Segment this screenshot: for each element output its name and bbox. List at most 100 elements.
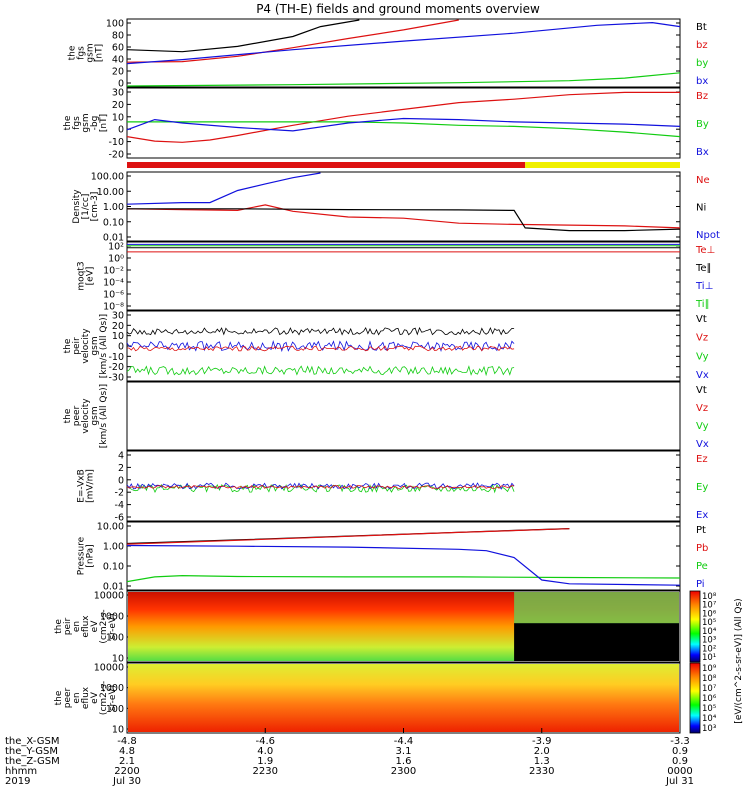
y-tick-label: 60 (112, 43, 124, 54)
y-axis-label: the peir velocity gsm [km/s (All Qs)] (63, 314, 109, 378)
series-Pb (126, 528, 570, 545)
y-label-line: E=-VxB (77, 469, 87, 503)
status-bar-red (127, 162, 526, 168)
y-label-line: sr-eV) (108, 685, 118, 711)
y-label-line: [nT] (99, 114, 109, 132)
y-tick-label: 10 (112, 725, 124, 736)
y-label-line: Density (72, 189, 82, 224)
y-tick-label: 10² (108, 242, 124, 253)
y-label-line: [km/s (All Qs)] (99, 384, 109, 448)
y-tick-label: 100 (106, 19, 124, 30)
y-tick-label: 100.00 (91, 172, 124, 183)
panel-frame (126, 241, 681, 311)
legend-Ez: Ez (696, 454, 708, 465)
y-label-line: [nT] (95, 44, 105, 62)
series-Pi (126, 544, 681, 586)
y-tick-label: 10 (112, 112, 124, 123)
y-tick-label: 0.01 (103, 233, 124, 244)
x-tick-label: 2.0 (534, 746, 550, 757)
y-label-line: (cm2-s- (99, 609, 109, 643)
y-label-line: [nPa] (86, 544, 96, 567)
y-tick-label: 4 (118, 451, 124, 462)
panel-peir_eflux: the peir en eflux eV (cm2-s-sr-eV)10000100010… (54, 590, 744, 724)
legend-Vt: Vt (696, 314, 707, 325)
legend-by: by (696, 58, 708, 69)
series-Bx (126, 117, 681, 132)
trace-red (126, 485, 515, 489)
legend-Vy: Vy (696, 421, 709, 432)
panel-frame (126, 590, 681, 663)
y-label-line: the (54, 690, 64, 705)
y-label-line: peir (72, 337, 82, 355)
y-axis-label: the peer velocity gsm [km/s (All Qs)] (63, 384, 109, 448)
plot-title: P4 (TH-E) fields and ground moments over… (256, 2, 540, 16)
y-tick-label: 1.00 (103, 542, 124, 553)
legend-By: By (696, 119, 709, 130)
panel-peer_velocity: the peer velocity gsm [km/s (All Qs)] Vt Vz Vy V… (63, 381, 709, 451)
y-tick-label: -30 (108, 373, 124, 384)
legend-Vz: Vz (696, 403, 708, 414)
panel-frame (126, 18, 681, 88)
colorbar-label-group: [eV/(cm^2-s-sr-eV)] (All Qs) (734, 598, 744, 723)
y-label-line: eflux (81, 686, 91, 709)
y-tick-label: 10000 (94, 591, 124, 602)
legend-Npot: Npot (696, 230, 720, 241)
y-label-line: the (63, 338, 73, 353)
y-tick-label: 10 (112, 331, 124, 342)
y-tick-label: 0.10 (103, 217, 124, 228)
y-tick-label: 10⁻⁶ (103, 290, 124, 301)
colorbar-tick-label: 10⁷ (702, 684, 717, 694)
y-tick-label: 0 (118, 79, 124, 90)
y-label-line: fgs (72, 116, 82, 130)
trace-black (126, 326, 515, 336)
colorbar (689, 662, 701, 734)
y-tick-label: 0 (118, 342, 124, 353)
y-tick-label: 100 (106, 704, 124, 715)
x-tick-label: 2300 (391, 766, 416, 777)
y-axis-label: Pressure [nPa] (77, 536, 96, 575)
y-label-line: eflux (81, 615, 91, 638)
y-label-line: (cm2-s- (99, 681, 109, 715)
y-tick-label: 10⁰ (108, 254, 124, 265)
y-label-line: -bg (90, 116, 100, 131)
y-tick-label: 2 (118, 463, 124, 474)
colorbar-tick-label: 10⁹ (702, 664, 717, 674)
y-tick-label: 10.00 (97, 522, 124, 533)
heatmap-gap (514, 622, 679, 661)
legend-Ex: Ex (696, 510, 708, 521)
colorbar-tick-label: 10³ (702, 724, 716, 734)
legend-Bz: Bz (696, 91, 708, 102)
y-tick-label: 0.10 (103, 562, 124, 573)
y-label-line: velocity (81, 328, 91, 364)
y-tick-label: 0 (118, 475, 124, 486)
x-tick-label: -3.3 (670, 736, 690, 747)
panel-density: Density [1/cc] [cm-3] 100.00 10.00 1.00 0.10 0.… (72, 171, 720, 244)
legend-Te∥: Te∥ (695, 263, 712, 274)
series-Bt (126, 19, 360, 53)
y-tick-label: 10.00 (97, 187, 124, 198)
trace-green (126, 365, 515, 377)
series-bx (126, 21, 681, 65)
colorbar-tick-label: 10¹ (702, 653, 716, 663)
y-axis-label: the fgs gsm [nT] (68, 43, 105, 62)
x-row-label: the_Y-GSM (5, 746, 58, 757)
colorbar-tick-label: 10⁶ (702, 694, 717, 704)
y-label-line: [km/s (All Qs)] (99, 314, 109, 378)
colorbar-label: [eV/(cm^2-s-sr-eV)] (All Qs) (734, 598, 744, 723)
colorbar-tick-label: 10³ (702, 636, 716, 646)
heatmap-low-flux (514, 592, 679, 624)
y-label-line: [cm-3] (90, 192, 100, 222)
y-tick-label: 80 (112, 31, 124, 42)
colorbar-tick-label: 10⁸ (702, 592, 717, 602)
y-tick-label: 10 (112, 654, 124, 665)
series-Ni (127, 208, 681, 232)
x-tick-label: -4.8 (117, 736, 137, 747)
panel-efield: E=-VxB [mV/m] 420 -2-4 -6 Ez Ey Ex (77, 450, 708, 524)
legend-Pb: Pb (696, 543, 708, 554)
panel-frame (126, 87, 681, 159)
y-axis-label: E=-VxB [mV/m] (77, 469, 96, 503)
